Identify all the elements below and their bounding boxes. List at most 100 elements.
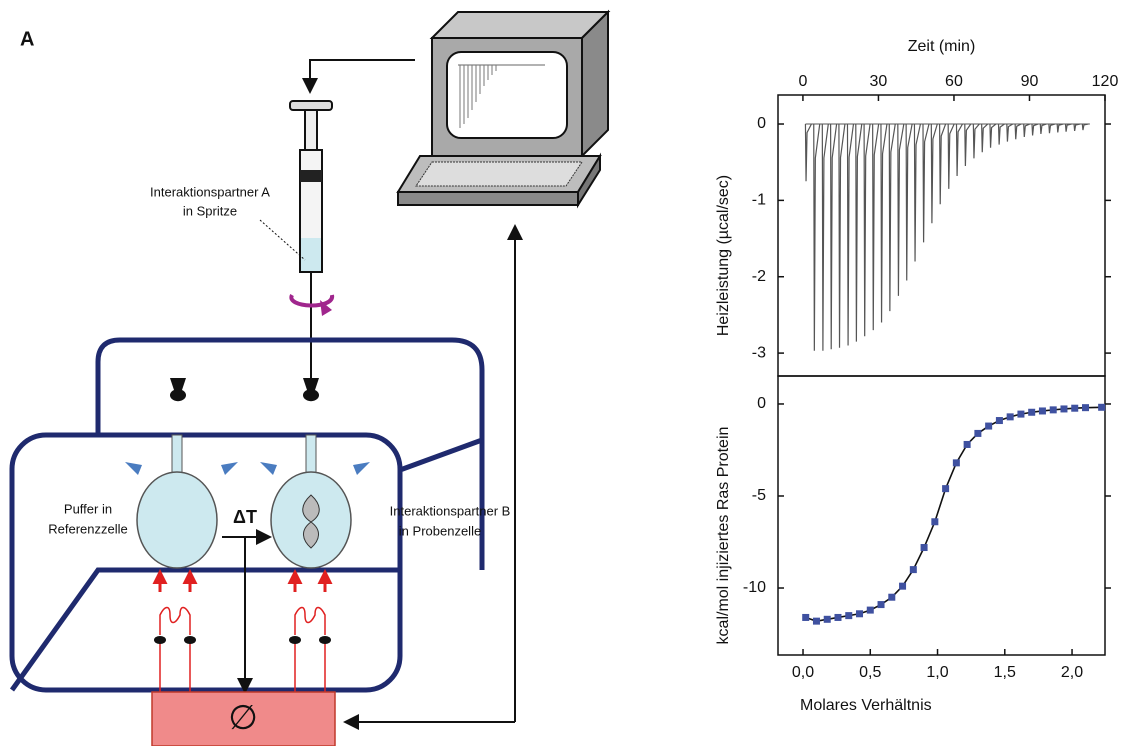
x-tick-label: 1,0 [926,664,948,681]
red-arrows [160,575,325,592]
data-point [910,566,917,573]
data-point [985,423,992,430]
x-tick-label: 90 [1021,73,1039,90]
page: A Interaktionspartne [0,0,1125,746]
data-point [1017,411,1024,418]
data-point [1098,404,1105,411]
data-point [1039,407,1046,414]
peak [805,124,811,181]
x-tick-label: 0 [798,73,807,90]
y-tick-label: -5 [752,487,766,504]
data-point [1060,405,1067,412]
peak [948,124,954,189]
peak [822,124,828,351]
detector [170,378,186,401]
fit-line [806,407,1102,621]
y-axis-title: Heizleistung (µcal/sec) [715,175,732,336]
peak [1007,124,1013,142]
data-point [1071,405,1078,412]
null-symbol: ∅ [228,699,258,737]
peak [1040,124,1046,134]
arrow [310,60,415,90]
peak [1065,124,1071,132]
data-point [845,612,852,619]
peak [814,124,820,351]
plot-frame [778,376,1105,655]
x-tick-label: 2,0 [1061,664,1083,681]
detector [303,378,319,401]
data-point [996,417,1003,424]
data-point [931,518,938,525]
y-axis-title: kcal/mol injiziertes Ras Protein [715,427,732,645]
peak [839,124,845,348]
peak [898,124,904,296]
data-point [1028,409,1035,416]
data-point [1082,404,1089,411]
peak [1057,124,1063,132]
data-point [834,614,841,621]
delta-t: ΔT [233,507,257,527]
sample-label: Interaktionspartner B [390,503,511,518]
peak [982,124,988,152]
peak [1082,124,1088,130]
x-tick-label: 60 [945,73,963,90]
data-point [824,616,831,623]
y-tick-label: -1 [752,192,766,209]
sample-label: in Probenzelle [399,523,481,538]
data-point [867,607,874,614]
peak [923,124,929,242]
data-point [921,544,928,551]
heater-coil [160,608,325,693]
data-point [953,459,960,466]
data-point [1007,413,1014,420]
y-tick-label: 0 [757,395,766,412]
reference-label: Referenzzelle [48,521,128,536]
peak [906,124,912,281]
y-tick-label: -3 [752,344,766,361]
peak [873,124,879,330]
data-point [942,485,949,492]
peak [889,124,895,311]
reference-label: Puffer in [64,501,112,516]
x-tick-label: 1,5 [994,664,1016,681]
peak [999,124,1005,145]
diagram: A Interaktionspartne [12,12,608,746]
data-point [878,601,885,608]
syringe-label: in Spritze [183,203,237,218]
y-tick-label: -2 [752,268,766,285]
data-point [1050,406,1057,413]
peak [1032,124,1038,135]
panel-label: A [20,28,34,50]
syringe-label: Interaktionspartner A [150,184,270,199]
peak [1015,124,1021,139]
data-point [888,594,895,601]
data-point [899,583,906,590]
peak [864,124,870,336]
x-tick-label: 0,5 [859,664,881,681]
peak [1024,124,1030,137]
y-tick-label: -10 [743,579,766,596]
data-point [964,441,971,448]
x-axis-title: Molares Verhältnis [800,697,932,714]
peak [914,124,920,261]
peak [847,124,853,345]
peak [940,124,946,204]
data-point [856,610,863,617]
computer [398,12,608,205]
peak [973,124,979,158]
peak [1074,124,1080,131]
data-point [974,430,981,437]
y-tick-label: 0 [757,115,766,132]
x-tick-label: 0,0 [792,664,814,681]
peak [831,124,837,349]
peak [881,124,887,323]
peak [856,124,862,342]
peak [990,124,996,148]
x-axis-title: Zeit (min) [908,38,976,55]
data-point [802,614,809,621]
contacts [154,636,331,644]
x-tick-label: 120 [1092,73,1119,90]
peak [956,124,962,176]
data-point [813,618,820,625]
